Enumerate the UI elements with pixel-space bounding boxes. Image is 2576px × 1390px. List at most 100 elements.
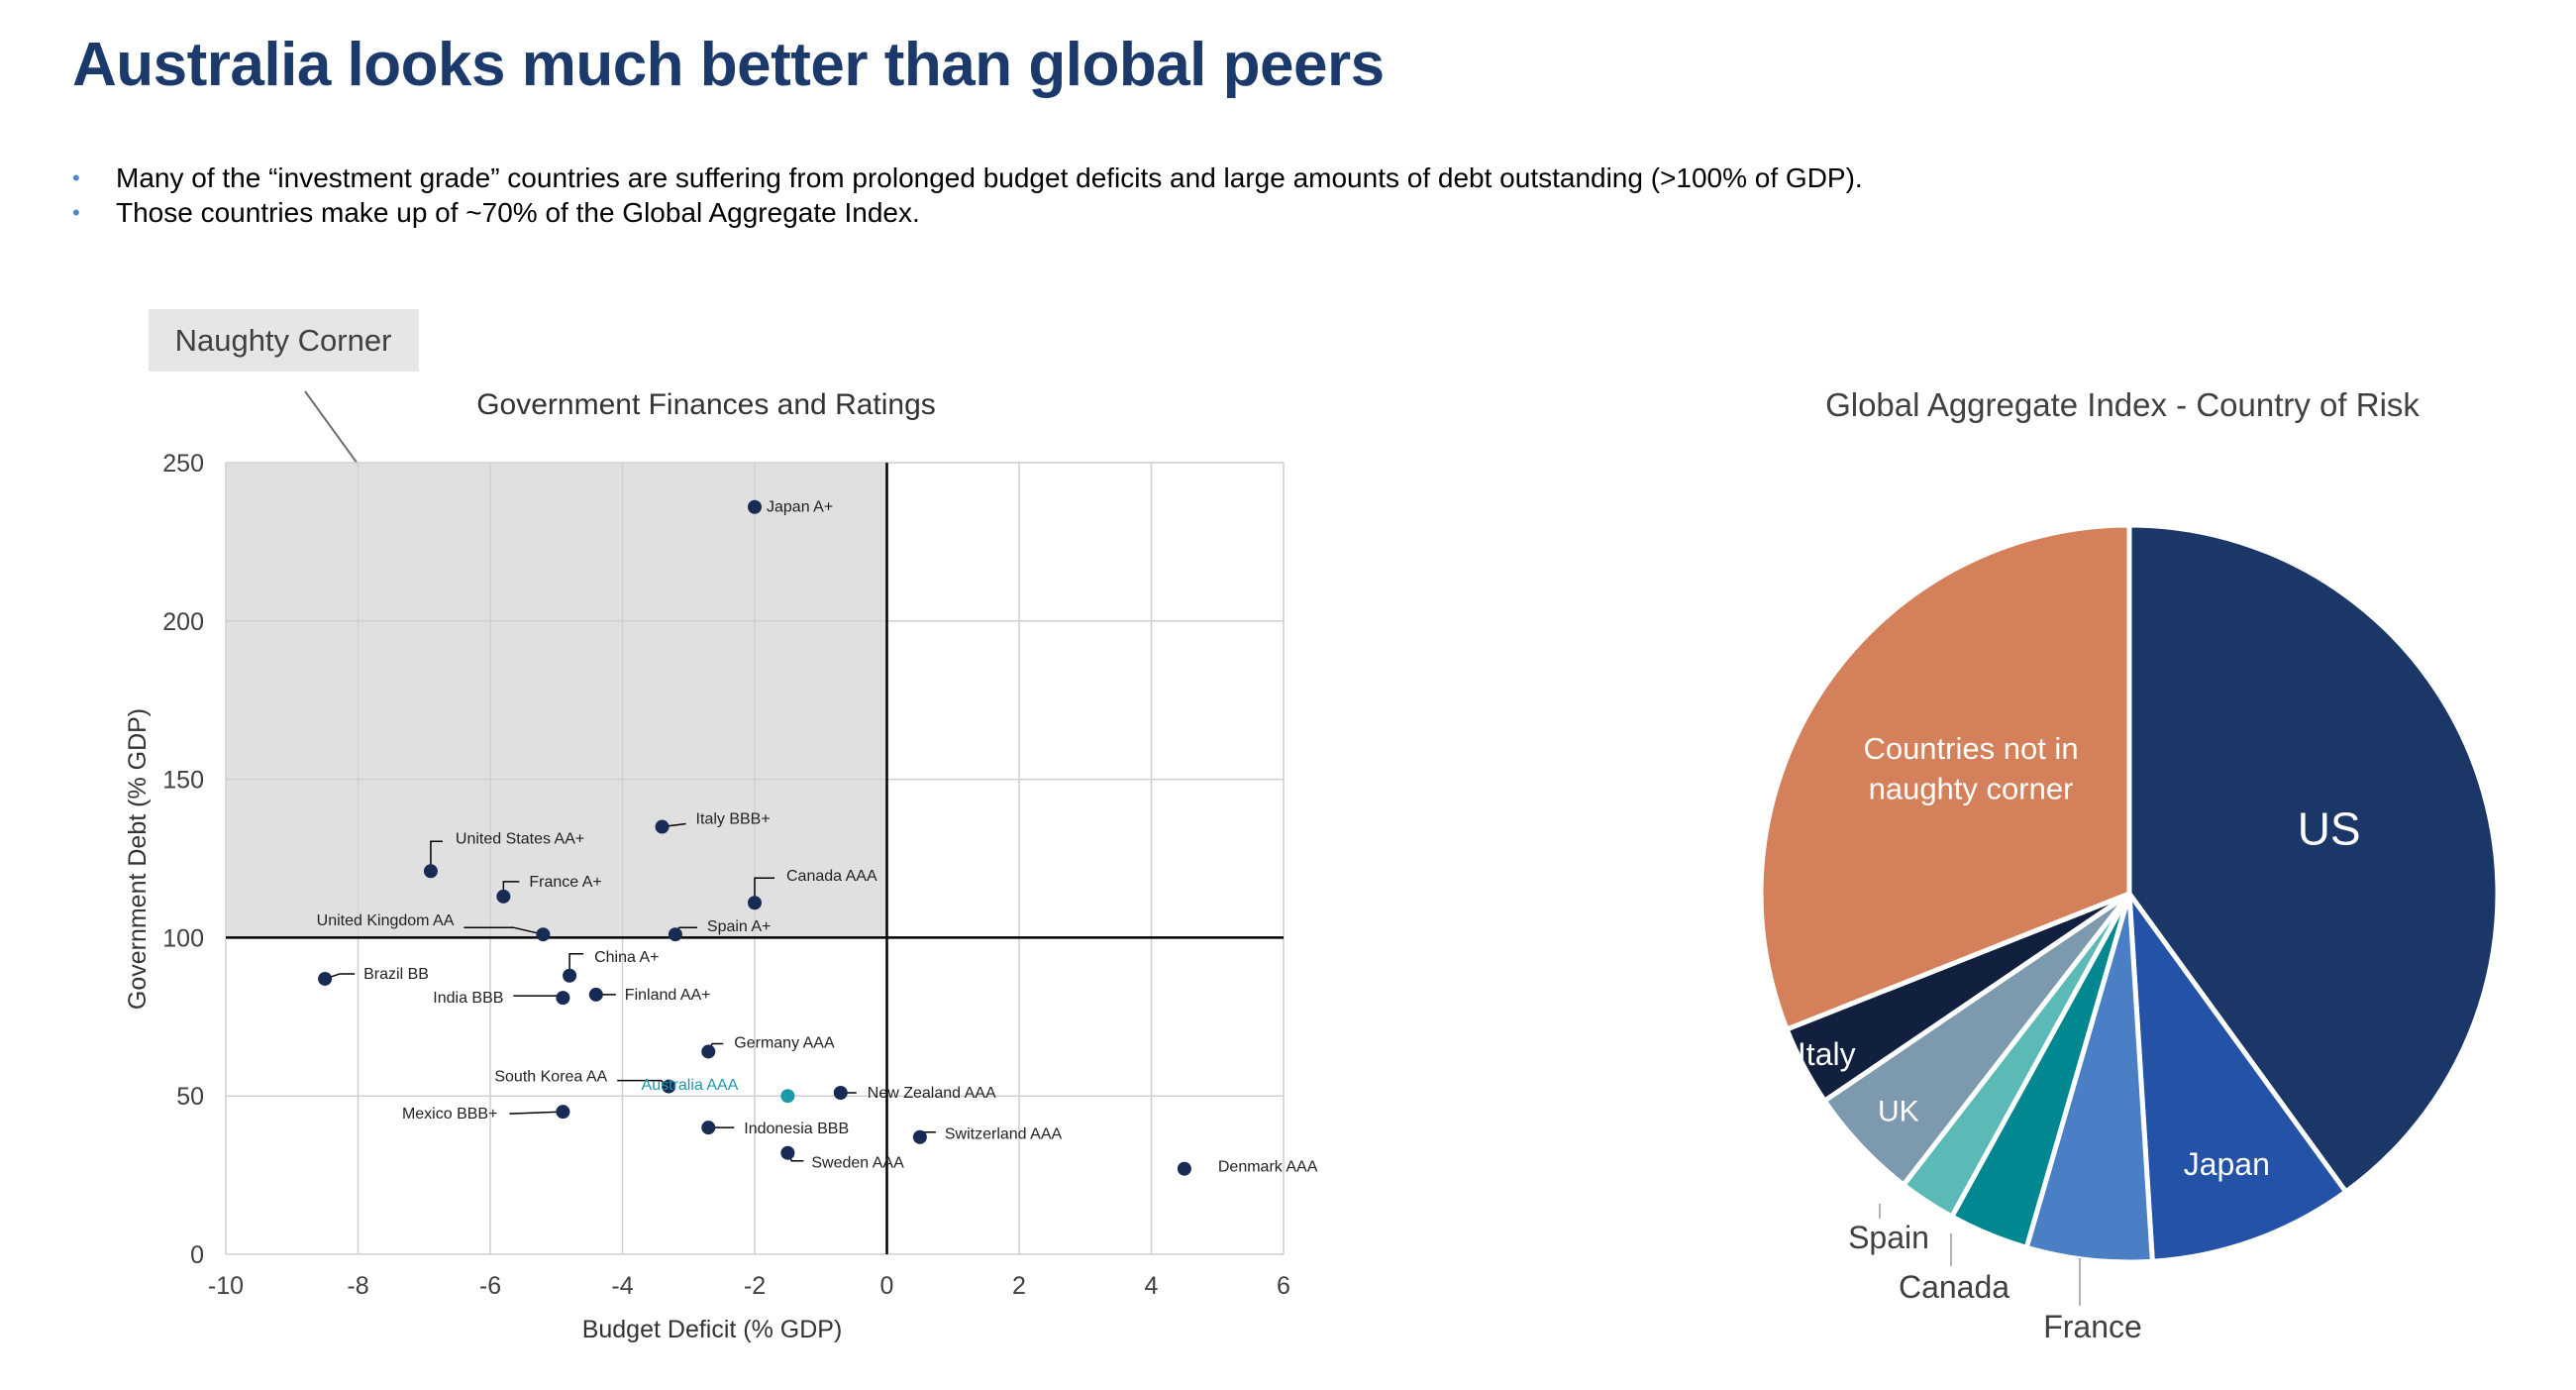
data-point — [556, 991, 570, 1006]
data-point — [556, 1105, 570, 1120]
data-point — [748, 499, 762, 514]
scatter-chart: Government Finances and Ratings Budget D… — [124, 388, 1318, 1343]
data-point — [536, 927, 551, 942]
bullet-text: Those countries make up of ~70% of the G… — [116, 197, 920, 228]
data-point-group: Spain A+ — [668, 918, 772, 942]
pie-label: France — [2043, 1309, 2142, 1344]
data-point-group: United States AA+ — [423, 830, 584, 879]
leader-line — [464, 926, 544, 935]
data-label: Japan A+ — [767, 499, 833, 516]
data-point — [318, 971, 333, 986]
x-tick-label: 2 — [1012, 1272, 1026, 1300]
pie-label: UK — [1878, 1096, 1919, 1128]
y-tick-label: 250 — [162, 450, 204, 478]
data-point-group: Denmark AAA — [1177, 1159, 1318, 1176]
pie-label: Japan — [2184, 1146, 2270, 1182]
pie-label: Countries not in naughty corner — [1863, 731, 2078, 805]
data-point-group: United Kingdom AA — [317, 912, 551, 942]
data-point-group: New Zealand AAA — [833, 1085, 996, 1102]
data-label: Brazil BB — [363, 966, 429, 983]
data-point — [1177, 1161, 1191, 1176]
data-label: Switzerland AAA — [945, 1126, 1063, 1143]
data-point-group: Brazil BB — [318, 966, 429, 986]
leader-line — [754, 877, 774, 900]
data-label: Germany AAA — [734, 1034, 835, 1051]
y-tick-label: 100 — [162, 924, 204, 952]
y-tick-label: 200 — [162, 608, 204, 636]
data-label: Denmark AAA — [1218, 1159, 1318, 1176]
tick-labels: -10 -8 -6 -4 -2 0 2 4 6 0 50 100 150 200 250 — [162, 450, 1290, 1300]
data-point — [668, 927, 682, 942]
data-point-group: China A+ — [563, 949, 659, 983]
x-tick-label: 0 — [880, 1272, 894, 1300]
pie-slice — [1758, 522, 2132, 1032]
pie-slice — [2126, 522, 2501, 1195]
x-tick-label: -8 — [347, 1272, 368, 1300]
data-point — [588, 987, 603, 1002]
data-label: India BBB — [433, 990, 503, 1007]
x-tick-label: 4 — [1145, 1272, 1159, 1300]
data-label: Spain A+ — [707, 918, 772, 935]
data-label: France A+ — [529, 874, 601, 891]
leader-line — [568, 953, 584, 972]
data-label: Australia AAA — [642, 1077, 739, 1094]
bullet-list: • Many of the “investment grade” countrie… — [72, 160, 1863, 230]
x-axis-label: Budget Deficit (% GDP) — [582, 1316, 843, 1343]
data-point-group: South Korea AA — [494, 1069, 676, 1094]
x-tick-label: -6 — [479, 1272, 501, 1300]
callout-label: Naughty Corner — [175, 323, 392, 358]
data-point — [780, 1089, 795, 1104]
data-point — [655, 819, 670, 834]
pie-slices — [1758, 522, 2501, 1265]
pie-slice — [2126, 891, 2349, 1264]
pie-label: Spain — [1848, 1220, 1929, 1255]
data-label: New Zealand AAA — [868, 1085, 996, 1102]
page-title: Australia looks much better than global … — [72, 31, 1385, 99]
data-label: Sweden AAA — [811, 1155, 904, 1172]
data-point — [563, 968, 577, 983]
data-point — [496, 889, 511, 904]
data-point-group: Italy BBB+ — [655, 811, 771, 834]
bullet-dot-icon: • — [72, 165, 80, 190]
data-point-group: Switzerland AAA — [912, 1126, 1063, 1144]
reference-lines — [226, 463, 1284, 1254]
pie-title: Global Aggregate Index - Country of Risk — [1825, 386, 2420, 423]
data-point — [780, 1145, 795, 1160]
data-point — [701, 1121, 716, 1135]
data-point-group: Canada AAA — [748, 868, 877, 910]
y-tick-label: 150 — [162, 767, 204, 795]
pie-label-line: Countries not in — [1863, 731, 2078, 766]
data-point-group: France A+ — [496, 874, 602, 904]
x-tick-label: -4 — [611, 1272, 633, 1300]
data-point — [662, 1079, 676, 1094]
x-tick-label: -10 — [208, 1272, 244, 1300]
bullet-text: Many of the “investment grade” countries… — [116, 162, 1863, 193]
data-label: Canada AAA — [786, 868, 877, 885]
data-label: Italy BBB+ — [696, 811, 771, 828]
x-tick-label: 6 — [1277, 1272, 1290, 1300]
pie-labels: US Japan France Canada Spain UK Italy Countries… — [1798, 731, 2361, 1344]
leader-line — [430, 840, 443, 868]
data-label: Finland AA+ — [625, 987, 711, 1004]
bullet-item: • Many of the “investment grade” countrie… — [72, 160, 1863, 195]
data-point-group: Sweden AAA — [780, 1145, 904, 1172]
data-point-group: Germany AAA — [701, 1034, 835, 1059]
data-label: United States AA+ — [456, 830, 584, 847]
data-label: Indonesia BBB — [744, 1121, 849, 1137]
bullet-dot-icon: • — [72, 200, 80, 225]
leader-line — [509, 1111, 564, 1115]
pie-label: US — [2298, 803, 2361, 855]
bullet-item: • Those countries make up of ~70% of the … — [72, 195, 1863, 230]
x-tick-label: -2 — [744, 1272, 766, 1300]
data-label: United Kingdom AA — [317, 912, 455, 929]
data-point — [701, 1044, 716, 1059]
data-point-group: Mexico BBB+ — [402, 1105, 570, 1123]
data-point-group: Indonesia BBB — [701, 1121, 849, 1137]
pie-label-line: naughty corner — [1869, 771, 2074, 805]
leader-line — [502, 881, 520, 893]
y-tick-label: 50 — [176, 1083, 204, 1111]
naughty-corner-shade — [226, 463, 887, 938]
data-points: Japan A+ Italy BBB+ United States AA+ Canad… — [317, 499, 1318, 1176]
shaded-quadrant — [226, 463, 887, 938]
